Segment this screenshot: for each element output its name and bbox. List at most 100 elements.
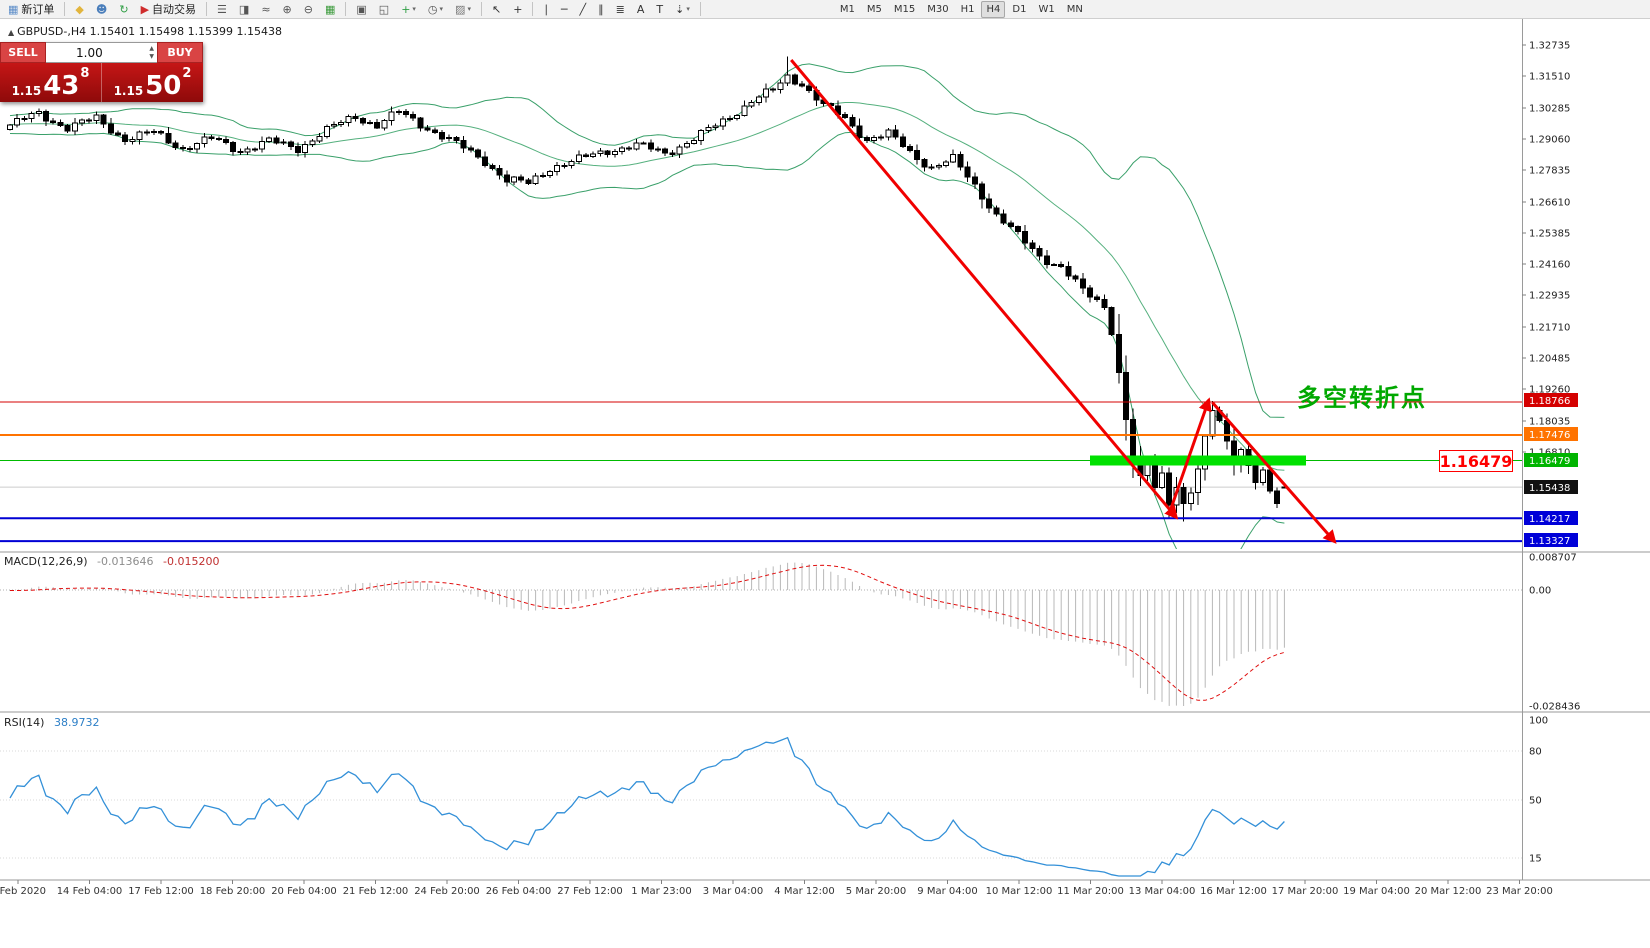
time-axis[interactable]: 2 Feb 2020 14 Feb 04:00 17 Feb 12:00 18 Feb… [0,880,1553,897]
svg-text:1.18766: 1.18766 [1529,396,1570,407]
template-button[interactable]: ▨ ▾ [450,1,476,18]
timeframe-m30-label: M30 [927,3,949,15]
downtrend-arrow-2[interactable] [1211,401,1337,544]
price-badge-1.17476 [1524,427,1578,441]
svg-text:5 Mar 20:00: 5 Mar 20:00 [846,886,906,897]
svg-text:13 Mar 04:00: 13 Mar 04:00 [1129,886,1196,897]
refresh-icon-glyph: ↻ [119,2,129,16]
svg-text:21 Feb 12:00: 21 Feb 12:00 [343,886,409,897]
trendline-tool[interactable]: ╱ [575,1,592,18]
timeframe-m5-label: M5 [866,3,882,15]
sell-button[interactable]: SELL [0,42,46,63]
refresh-icon[interactable]: ↻ [114,1,133,18]
timeframe-m15[interactable]: M15 [889,1,920,18]
volume-input[interactable]: 1.00 ▲ ▼ [46,42,157,63]
panel-separators[interactable] [0,19,1650,881]
svg-text:16 Mar 12:00: 16 Mar 12:00 [1200,886,1267,897]
cascade-windows-icon-glyph: ◱ [378,2,390,16]
vertical-line-tool[interactable]: ∣ [538,1,554,18]
bar-chart-icon[interactable]: ☰ [212,1,232,18]
rsi-indicator-label: RSI(14) 38.9732 [4,716,99,729]
svg-text:1.32735: 1.32735 [1529,41,1570,52]
support-price-label[interactable]: 1.16479 [1439,450,1513,472]
fibonacci-tool[interactable]: ≣ [611,1,630,18]
template-button-glyph: ▨ [455,2,466,16]
cursor-icon[interactable]: ↖ [487,1,506,18]
profile-icon[interactable]: ☻ [91,1,112,18]
macd-name: MACD(12,26,9) [4,555,88,568]
macd-signal-line [10,564,1285,701]
svg-text:1.14217: 1.14217 [1529,514,1570,525]
timeframe-h1-label: H1 [960,3,975,15]
svg-text:1.15438: 1.15438 [1529,483,1570,494]
tile-windows-icon[interactable]: ▣ [351,1,371,18]
price-badge-1.16479 [1524,453,1578,467]
toolbar-separator [532,2,534,16]
macd-panel [0,562,1522,706]
zoom-in-button[interactable]: ⊕ [278,1,297,18]
autotrade-button[interactable]: ▶ 自动交易 [136,1,201,18]
one-click-trade-panel: SELL 1.00 ▲ ▼ BUY 1.15 43 8 1.15 50 2 [0,42,203,102]
cascade-windows-icon[interactable]: ◱ [374,1,394,18]
downtrend-arrow-1[interactable] [790,59,1179,520]
period-button[interactable]: ◷ ▾ [423,1,448,18]
chart-title-text: GBPUSD-,H4 1.15401 1.15498 1.15399 1.154… [17,25,283,38]
svg-text:1.18035: 1.18035 [1529,417,1570,428]
rebound-arrow[interactable] [1167,397,1212,515]
svg-text:17 Feb 12:00: 17 Feb 12:00 [128,886,194,897]
horizontal-line-tool[interactable]: ─ [556,1,573,18]
new-chart-button[interactable]: + ▾ [396,1,421,18]
candlestick-chart-icon[interactable]: ◨ [234,1,254,18]
timeframe-m15-label: M15 [893,3,916,15]
buy-button[interactable]: BUY [157,42,203,63]
svg-text:80: 80 [1529,747,1542,758]
crosshair-icon-glyph: + [513,2,523,16]
support-zone[interactable] [1090,455,1306,466]
zoom-out-button-glyph: ⊖ [303,2,313,16]
period-button-caret-icon: ▾ [439,5,444,13]
crosshair-icon[interactable]: + [508,1,527,18]
toolbar-separator [64,2,66,16]
bar-chart-icon-glyph: ☰ [217,2,227,16]
svg-text:24 Feb 20:00: 24 Feb 20:00 [414,886,480,897]
svg-text:1.24160: 1.24160 [1529,260,1570,271]
new-order-button[interactable]: ▦ 新订单 [3,1,59,18]
toolbar: ▦ 新订单 ◆ ☻ ↻ ▶ 自动交易 ☰ ◨ ≈ ⊕ ⊖ ▦ ▣ ◱ + ▾ ◷ ▾ ▨ ▾ ↖ + ∣ ─ ╱ ∥ ≣ A T ⇣ ▾ M1 M… [0,0,1650,19]
svg-text:1.13327: 1.13327 [1529,536,1570,547]
volume-up-arrow[interactable]: ▲ [149,45,154,52]
buy-price[interactable]: 1.15 50 2 [102,63,203,102]
grid-icon[interactable]: ▦ [320,1,340,18]
price-axis[interactable]: 1.32735 1.31510 1.30285 1.29060 1.27835 1.266… [1522,41,1580,865]
label-tool[interactable]: T [651,1,668,18]
arrows-tool[interactable]: ⇣ ▾ [670,1,695,18]
layout-diamond-icon[interactable]: ◆ [70,1,88,18]
timeframe-d1[interactable]: D1 [1007,1,1031,18]
trendline-tool-glyph: ╱ [579,2,587,16]
svg-text:14 Feb 04:00: 14 Feb 04:00 [57,886,123,897]
svg-text:2 Feb 2020: 2 Feb 2020 [0,886,46,897]
svg-text:50: 50 [1529,796,1542,807]
timeframe-m30[interactable]: M30 [922,1,953,18]
zoom-out-button[interactable]: ⊖ [299,1,318,18]
timeframe-w1[interactable]: W1 [1033,1,1059,18]
line-chart-icon-glyph: ≈ [261,2,271,16]
channel-tool[interactable]: ∥ [593,1,609,18]
sell-price[interactable]: 1.15 43 8 [0,63,102,102]
svg-text:1 Mar 23:00: 1 Mar 23:00 [631,886,691,897]
timeframe-m5[interactable]: M5 [862,1,887,18]
candles-layer [7,56,1288,522]
timeframe-mn[interactable]: MN [1062,1,1088,18]
buy-price-sup: 2 [182,66,192,81]
timeframe-h4[interactable]: H4 [981,0,1006,18]
line-chart-icon[interactable]: ≈ [256,1,275,18]
svg-text:0.00: 0.00 [1529,586,1551,597]
svg-text:10 Mar 12:00: 10 Mar 12:00 [986,886,1053,897]
buy-price-pips: 50 [145,71,182,101]
text-tool[interactable]: A [632,1,650,18]
timeframe-h1[interactable]: H1 [956,1,980,18]
svg-text:1.19260: 1.19260 [1529,385,1570,396]
timeframe-m1[interactable]: M1 [835,1,860,18]
volume-down-arrow[interactable]: ▼ [149,53,154,60]
turning-point-annotation[interactable]: 多空转折点 [1297,384,1427,412]
